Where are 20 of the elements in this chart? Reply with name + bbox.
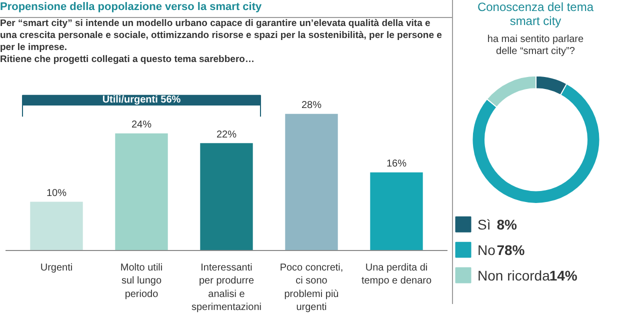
x-tick-label: Molto utili sul lungo periodo — [120, 262, 163, 300]
x-tick-label: Poco concreti, ci sono problemi più urgenti — [280, 262, 344, 314]
data-label: 10% — [46, 188, 67, 199]
data-label: 8% — [496, 216, 518, 232]
data-label: 24% — [131, 120, 152, 131]
x-tick-label: Una perdita di tempo e denaro — [361, 262, 432, 287]
x-tick-label: Urgenti — [40, 262, 73, 274]
legend-label: Sì — [478, 216, 491, 232]
data-label: 16% — [386, 158, 407, 170]
chart-title: Propensione della popolazione verso la smart city — [0, 0, 262, 15]
data-label: 14% — [549, 267, 578, 284]
data-label: 28% — [301, 100, 322, 112]
legend-label: Non ricorda — [478, 267, 550, 284]
legend-label: No — [478, 242, 496, 258]
data-label: 78% — [496, 242, 526, 258]
chart-subtitle: ha mai sentito parlare delle “smart city”? — [487, 34, 584, 58]
chart-subtitle: Per “smart city” si intende un modello urbano capace di garantire un’elevata qualità della vita e una crescita personale e sociale, ottimizzando risorse e spazi per la sostenibilità, per le persone e per le imprese. Ritiene che progetti collegati a questo tema sarebbero… — [0, 18, 442, 66]
x-tick-label: Interessanti per produrre analisi e sperimentazioni — [191, 262, 262, 314]
chart-title: Conoscenza del tema smart city — [477, 0, 594, 28]
data-label: 22% — [216, 129, 237, 140]
